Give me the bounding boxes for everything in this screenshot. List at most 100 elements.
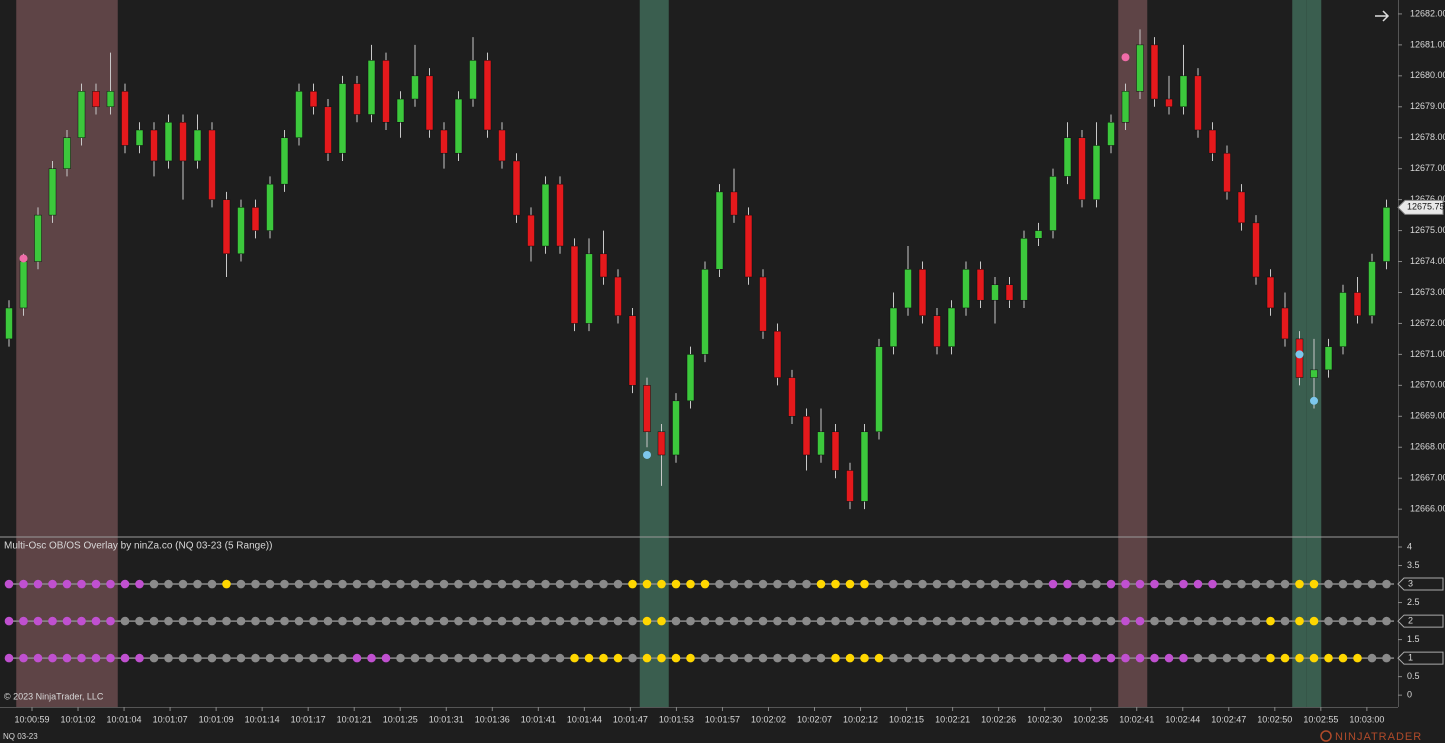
state-dot bbox=[91, 616, 101, 626]
state-dot bbox=[1324, 616, 1333, 626]
x-tick-label: 10:01:17 bbox=[291, 714, 326, 724]
state-dot bbox=[265, 616, 275, 626]
state-dot bbox=[106, 616, 115, 626]
candle-body bbox=[556, 183, 564, 247]
state-dot bbox=[584, 616, 594, 626]
state-dot bbox=[178, 616, 188, 626]
y-tick-label: 2.5 bbox=[1407, 597, 1420, 607]
state-dot bbox=[265, 653, 275, 663]
state-dot bbox=[1063, 616, 1072, 626]
state-dot bbox=[773, 579, 782, 589]
state-dot bbox=[48, 616, 57, 626]
candle-body bbox=[1165, 98, 1173, 108]
x-tick-label: 10:01:02 bbox=[61, 714, 96, 724]
state-dot bbox=[961, 579, 971, 589]
state-dot bbox=[1367, 653, 1377, 663]
candle-body bbox=[1194, 75, 1202, 131]
candle-body bbox=[396, 98, 405, 123]
state-dot bbox=[135, 579, 144, 589]
state-dot bbox=[773, 653, 782, 663]
candle-body bbox=[179, 122, 187, 162]
x-tick-label: 10:01:41 bbox=[521, 714, 556, 724]
state-dot bbox=[570, 653, 579, 663]
state-dot bbox=[120, 579, 130, 589]
state-dot bbox=[222, 616, 231, 626]
signal-dot bbox=[643, 450, 651, 459]
state-dot bbox=[454, 616, 463, 626]
state-dot bbox=[802, 579, 811, 589]
y-tick-label: 12678.00 bbox=[1410, 132, 1445, 142]
state-dot bbox=[454, 653, 463, 663]
state-dot bbox=[599, 653, 608, 663]
state-dot bbox=[135, 616, 144, 626]
state-dot bbox=[570, 616, 579, 626]
candle-body bbox=[1092, 145, 1101, 200]
state-dot bbox=[657, 579, 666, 589]
state-dot bbox=[222, 579, 231, 589]
state-dot bbox=[497, 579, 507, 589]
y-tick-label: 12676.00 bbox=[1410, 194, 1445, 204]
state-dot bbox=[671, 616, 681, 626]
candle-body bbox=[34, 214, 42, 262]
state-dot bbox=[729, 579, 739, 589]
state-dot bbox=[758, 579, 768, 589]
candle-body bbox=[469, 60, 477, 100]
scroll-arrow[interactable] bbox=[1375, 10, 1390, 22]
state-dot bbox=[787, 616, 797, 626]
state-dot bbox=[91, 653, 101, 663]
state-dot bbox=[1280, 653, 1290, 663]
candle-body bbox=[295, 91, 303, 138]
state-dot bbox=[512, 616, 521, 626]
state-dot bbox=[802, 616, 811, 626]
state-dot bbox=[439, 653, 449, 663]
x-tick-label: 10:02:07 bbox=[797, 714, 832, 724]
y-tick-label: 12672.00 bbox=[1410, 318, 1445, 328]
state-dot bbox=[889, 579, 898, 589]
state-dot bbox=[715, 579, 724, 589]
state-dot bbox=[149, 616, 159, 626]
indicator-title: Multi-Osc OB/OS Overlay by ninZa.co (NQ … bbox=[4, 541, 272, 552]
y-tick-label: 12669.00 bbox=[1410, 411, 1445, 421]
candle-body bbox=[324, 106, 332, 154]
state-dot bbox=[642, 653, 652, 663]
state-dot bbox=[396, 616, 405, 626]
state-dot bbox=[1367, 616, 1377, 626]
state-dot bbox=[48, 653, 57, 663]
state-dot bbox=[599, 579, 608, 589]
candle-body bbox=[1266, 276, 1275, 309]
state-dot bbox=[164, 653, 173, 663]
state-dot bbox=[178, 579, 188, 589]
x-tick-label: 10:02:30 bbox=[1027, 714, 1062, 724]
state-dot bbox=[439, 616, 449, 626]
state-dot bbox=[454, 579, 463, 589]
row-value-label: 2 bbox=[1408, 615, 1413, 625]
state-dot bbox=[1353, 579, 1362, 589]
state-dot bbox=[671, 653, 681, 663]
state-dot bbox=[744, 653, 753, 663]
state-dot bbox=[1309, 653, 1319, 663]
state-dot bbox=[1077, 579, 1087, 589]
candle-body bbox=[251, 207, 260, 231]
state-dot bbox=[62, 653, 72, 663]
logo-icon bbox=[1320, 730, 1332, 742]
y-tick-label: 12673.00 bbox=[1410, 287, 1445, 297]
state-dot bbox=[236, 579, 246, 589]
state-dot bbox=[251, 653, 260, 663]
state-dot bbox=[1106, 579, 1116, 589]
candle-body bbox=[759, 276, 767, 332]
state-dot bbox=[918, 579, 927, 589]
candle-body bbox=[599, 253, 608, 278]
candle-body bbox=[1063, 137, 1072, 177]
state-dot bbox=[367, 653, 376, 663]
y-tick-label: 12677.00 bbox=[1410, 163, 1445, 173]
state-dot bbox=[1092, 616, 1101, 626]
state-dot bbox=[947, 579, 956, 589]
state-dot bbox=[323, 616, 333, 626]
candle-body bbox=[1136, 44, 1144, 92]
state-dot bbox=[1106, 653, 1116, 663]
x-tick-label: 10:01:09 bbox=[199, 714, 234, 724]
candle-body bbox=[846, 470, 854, 502]
state-dot bbox=[483, 579, 492, 589]
x-tick-label: 10:02:41 bbox=[1119, 714, 1154, 724]
state-dot bbox=[671, 579, 681, 589]
